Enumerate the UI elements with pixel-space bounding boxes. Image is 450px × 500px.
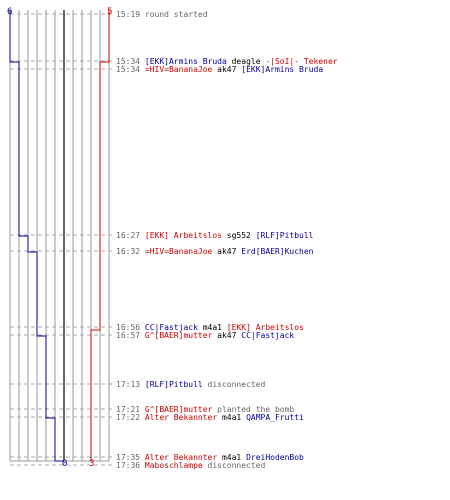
event-text: =HIV=BananaJoe — [144, 247, 213, 256]
event-text: Alter Bekannter — [144, 453, 218, 462]
event-text: CC|Fastjack — [144, 323, 198, 332]
event-row: 17:13 [RLF]Pitbull disconnected — [116, 380, 265, 389]
event-text: round started — [144, 10, 208, 19]
event-text: G^[BAER]mutter — [144, 405, 213, 414]
event-row: 17:22 Alter Bekannter m4a1 QAMPA_Frutti — [116, 413, 304, 422]
event-row: 16:56 CC|Fastjack m4a1 [EKK] Arbeitslos — [116, 323, 304, 332]
event-dash-lines — [10, 13, 114, 466]
event-text: sg552 — [221, 231, 256, 240]
event-time: 16:56 — [116, 323, 145, 332]
event-text: disconnected — [202, 461, 266, 470]
event-text: [EKK] Arbeitslos — [226, 323, 304, 332]
event-time: 16:57 — [116, 331, 145, 340]
event-text: Erd[BAER]Kuchen — [241, 247, 314, 256]
ct-start-count: 6 — [7, 7, 12, 17]
event-time: 17:13 — [116, 380, 145, 389]
event-text: -|SoI|- Tekener — [265, 57, 338, 66]
event-row: 17:35 Alter Bekannter m4a1 DreiHodenBob — [116, 453, 304, 462]
event-text: m4a1 — [217, 413, 247, 422]
event-text: m4a1 — [217, 453, 247, 462]
event-time: 16:32 — [116, 247, 145, 256]
event-row: 17:36 Maboschlampe disconnected — [116, 461, 265, 470]
t-end-count: 3 — [89, 459, 94, 469]
event-row: 17:21 G^[BAER]mutter planted the bomb — [116, 405, 294, 414]
event-text: DreiHodenBob — [246, 453, 304, 462]
event-text: ak47 — [212, 331, 242, 340]
event-text: m4a1 — [197, 323, 227, 332]
t-start-count: 5 — [107, 7, 112, 17]
event-time: 15:19 — [116, 10, 145, 19]
event-text: Maboschlampe — [144, 461, 203, 470]
event-text: [EKK]Armins Bruda — [241, 65, 324, 74]
event-row: 16:57 G^[BAER]mutter ak47 CC|Fastjack — [116, 331, 294, 340]
event-row: 15:19 round started — [116, 10, 208, 19]
event-text: =HIV=BananaJoe — [144, 65, 213, 74]
event-text: [RLF]Pitbull — [144, 380, 203, 389]
event-text: CC|Fastjack — [241, 331, 295, 340]
event-text: planted the bomb — [212, 405, 295, 414]
event-time: 17:35 — [116, 453, 145, 462]
event-text: G^[BAER]mutter — [144, 331, 213, 340]
event-time: 17:22 — [116, 413, 145, 422]
event-text: [EKK]Armins Bruda — [144, 57, 227, 66]
event-text: ak47 — [212, 247, 242, 256]
event-row: 15:34 [EKK]Armins Bruda deagle -|SoI|- T… — [116, 57, 338, 66]
event-text: Alter Bekannter — [144, 413, 218, 422]
event-row: 16:27 [EKK] Arbeitslos sg552 [RLF]Pitbul… — [116, 231, 313, 240]
event-time: 17:21 — [116, 405, 145, 414]
event-text: [EKK] Arbeitslos — [144, 231, 222, 240]
ct-end-count: 0 — [62, 459, 67, 469]
event-row: 15:34 =HIV=BananaJoe ak47 [EKK]Armins Br… — [116, 65, 323, 74]
ct-alive-line — [9, 10, 64, 462]
event-time: 15:34 — [116, 65, 145, 74]
event-text: ak47 — [212, 65, 242, 74]
event-text: deagle — [226, 57, 266, 66]
event-text: QAMPA_Frutti — [246, 413, 304, 422]
event-text: [RLF]Pitbull — [255, 231, 314, 240]
event-time: 16:27 — [116, 231, 145, 240]
event-time: 17:36 — [116, 461, 145, 470]
event-time: 15:34 — [116, 57, 145, 66]
t-alive-line — [90, 10, 110, 461]
event-text: disconnected — [202, 380, 266, 389]
event-row: 16:32 =HIV=BananaJoe ak47 Erd[BAER]Kuche… — [116, 247, 314, 256]
